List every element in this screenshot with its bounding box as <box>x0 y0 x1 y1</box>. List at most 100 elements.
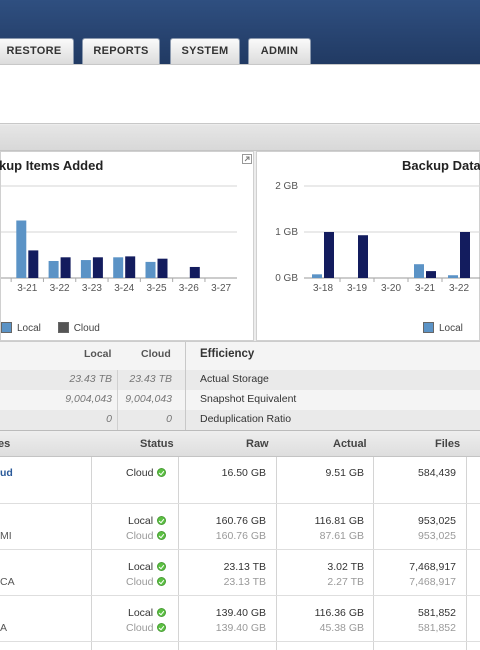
actual-value: 45.38 GB <box>319 622 364 634</box>
ok-status-icon <box>157 468 167 477</box>
x-tick-label: 3-23 <box>82 283 102 294</box>
ok-status-icon <box>157 516 167 525</box>
col-files[interactable]: Files <box>435 438 461 450</box>
status-label: Cloud <box>126 530 154 542</box>
x-tick-label: 3-27 <box>211 283 231 294</box>
status-cell: Cloud <box>126 530 167 542</box>
stats-row-bg <box>0 370 480 390</box>
raw-value: 139.40 GB <box>215 607 266 619</box>
status-cell: Cloud <box>126 622 167 634</box>
raw-value: 23.13 TB <box>223 561 266 573</box>
tab-admin[interactable]: ADMIN <box>248 38 311 64</box>
x-tick-label: 3-22 <box>449 283 469 294</box>
raw-value: 160.76 GB <box>215 515 266 527</box>
status-cell: Local <box>128 515 167 527</box>
actual-value: 116.36 GB <box>314 607 364 619</box>
row-divider <box>0 595 480 596</box>
col-raw[interactable]: Raw <box>246 438 269 450</box>
actual-value: 87.61 GB <box>319 530 364 542</box>
status-label: Cloud <box>126 576 154 588</box>
status-cell: Cloud <box>126 576 167 588</box>
bar-local <box>16 220 27 278</box>
col-status[interactable]: Status <box>140 438 174 450</box>
stat-local: 23.43 TB <box>69 373 112 385</box>
bar-cloud <box>157 258 168 278</box>
backup-data-chart: 0 GB 1 GB 2 GB 3-18 3-19 3-20 3-21 3-22 <box>275 181 480 294</box>
y-tick-label: 0 GB <box>275 273 298 284</box>
files-value: 7,468,917 <box>409 561 456 573</box>
bar-local <box>48 260 59 278</box>
chart-title: Backup Data <box>402 158 480 173</box>
ok-status-icon <box>157 608 167 617</box>
x-tick-label: 3-21 <box>17 283 37 294</box>
stats-row-bg <box>0 410 480 430</box>
efficiency-label: Efficiency <box>200 348 255 360</box>
row-name[interactable]: ud <box>0 467 13 479</box>
stats-row: 23.43 TB 23.43 TB Actual Storage <box>0 373 480 393</box>
bar-local <box>448 275 458 278</box>
bar-cloud <box>28 250 39 278</box>
export-icon[interactable] <box>242 154 252 164</box>
table-header: es Status Raw Actual Files <box>0 431 480 457</box>
bar-cloud <box>324 232 334 278</box>
files-value: 953,025 <box>418 530 456 542</box>
legend-local-label: Local <box>439 323 463 334</box>
stat-metric: Deduplication Ratio <box>200 413 292 425</box>
col-actual[interactable]: Actual <box>333 438 367 450</box>
bar-local <box>312 274 322 278</box>
tab-restore[interactable]: RESTORE <box>0 38 74 64</box>
ok-status-icon <box>157 623 167 632</box>
bar-cloud <box>189 266 200 278</box>
stats-divider <box>117 370 118 430</box>
bar-cloud <box>92 257 103 278</box>
col-name[interactable]: es <box>0 438 11 450</box>
status-cell: Cloud <box>126 467 167 479</box>
files-value: 7,468,917 <box>409 576 456 588</box>
stats-row: 0 0 Deduplication Ratio <box>0 413 480 433</box>
tab-reports[interactable]: REPORTS <box>82 38 160 64</box>
section-header-strip <box>0 125 480 151</box>
bar-cloud <box>460 232 470 278</box>
bar-cloud <box>426 271 436 278</box>
devices-table: es Status Raw Actual Files ud Cloud 16.5… <box>0 430 480 650</box>
row-divider <box>0 503 480 504</box>
status-label: Local <box>128 607 154 619</box>
column-divider <box>178 457 179 650</box>
column-divider <box>373 457 374 650</box>
row-name[interactable]: MI <box>0 530 12 542</box>
status-cell: Local <box>128 607 167 619</box>
ok-status-icon <box>157 531 167 540</box>
status-label: Local <box>128 515 154 527</box>
row-name[interactable]: CA <box>0 576 15 588</box>
actual-value: 2.27 TB <box>327 576 364 588</box>
row-name[interactable]: A <box>0 622 8 634</box>
storage-stats: Local Cloud Efficiency 23.43 TB 23.43 TB… <box>0 341 480 433</box>
status-label: Local <box>128 561 154 573</box>
x-tick-label: 3-19 <box>347 283 367 294</box>
items-added-chart-panel: kup Items Added 03-213-223-233-243-253-2… <box>0 151 254 341</box>
stat-cloud: 9,004,043 <box>125 393 172 405</box>
local-swatch <box>1 322 12 333</box>
row-divider <box>0 549 480 550</box>
tab-system[interactable]: SYSTEM <box>170 38 240 64</box>
raw-value: 139.40 GB <box>215 622 266 634</box>
column-divider <box>276 457 277 650</box>
stat-metric: Snapshot Equivalent <box>200 393 297 405</box>
raw-value: 160.76 GB <box>215 530 266 542</box>
stat-metric: Actual Storage <box>200 373 269 385</box>
bar-local <box>145 261 156 278</box>
x-tick-label: 3-22 <box>50 283 70 294</box>
x-tick-label: 3-26 <box>179 283 199 294</box>
y-tick-label: 1 GB <box>275 227 298 238</box>
column-divider <box>466 457 467 650</box>
stats-divider <box>185 342 186 431</box>
files-value: 953,025 <box>418 515 456 527</box>
bar-cloud <box>358 235 368 278</box>
bar-local <box>80 260 91 278</box>
stat-local: 0 <box>106 413 112 425</box>
x-tick-label: 3-18 <box>313 283 333 294</box>
x-tick-label: 3-21 <box>415 283 435 294</box>
ok-status-icon <box>157 562 167 571</box>
row-divider <box>0 641 480 642</box>
ok-status-icon <box>157 577 167 586</box>
